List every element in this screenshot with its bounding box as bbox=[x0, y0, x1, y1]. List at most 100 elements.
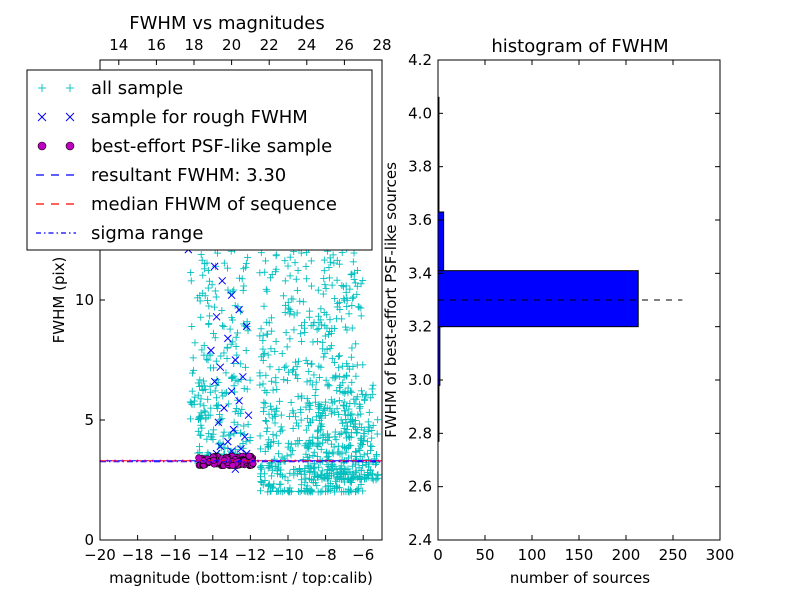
all-sample-point bbox=[272, 268, 280, 276]
sequence-median-point bbox=[264, 459, 267, 462]
all-sample-point bbox=[266, 363, 274, 371]
all-sample-point bbox=[294, 267, 302, 275]
rough-fwhm-point bbox=[237, 444, 245, 453]
sequence-median-point bbox=[211, 459, 214, 462]
all-sample-point bbox=[266, 402, 274, 410]
y-tick-label: 2.4 bbox=[408, 531, 432, 549]
top-x-tick-label: 28 bbox=[372, 36, 391, 54]
all-sample-point bbox=[341, 407, 349, 415]
all-sample-point bbox=[305, 453, 313, 461]
all-sample-point bbox=[349, 293, 357, 301]
all-sample-point bbox=[225, 431, 233, 439]
y-tick-label: 3.4 bbox=[408, 264, 432, 282]
all-sample-point bbox=[372, 452, 380, 460]
all-sample-point bbox=[325, 449, 333, 457]
all-sample-point bbox=[287, 398, 295, 406]
all-sample-point bbox=[340, 296, 348, 304]
all-sample-point bbox=[350, 420, 358, 428]
all-sample-point bbox=[292, 275, 300, 283]
all-sample-point bbox=[343, 360, 351, 368]
all-sample-point bbox=[325, 264, 333, 272]
all-sample-point bbox=[334, 300, 342, 308]
all-sample-point bbox=[342, 448, 350, 456]
all-sample-point bbox=[286, 445, 294, 453]
all-sample-point bbox=[264, 488, 272, 496]
x-tick-label: 0 bbox=[433, 546, 443, 564]
all-sample-point bbox=[263, 318, 271, 326]
all-sample-point bbox=[364, 418, 372, 426]
all-sample-point bbox=[353, 429, 361, 437]
all-sample-point bbox=[262, 371, 270, 379]
all-sample-point bbox=[348, 378, 356, 386]
all-sample-point bbox=[321, 332, 329, 340]
all-sample-point bbox=[277, 423, 285, 431]
sequence-median-point bbox=[331, 459, 335, 462]
all-sample-point bbox=[323, 469, 331, 477]
all-sample-point bbox=[289, 409, 297, 417]
y-tick-label: 5 bbox=[84, 411, 94, 429]
all-sample-point bbox=[257, 470, 265, 478]
all-sample-point bbox=[307, 486, 315, 494]
all-sample-point bbox=[342, 323, 350, 331]
all-sample-point bbox=[206, 411, 214, 419]
all-sample-point bbox=[187, 269, 195, 277]
sequence-median-point bbox=[377, 459, 380, 462]
all-sample-point bbox=[348, 302, 356, 310]
legend-label: resultant FWHM: 3.30 bbox=[91, 165, 286, 186]
all-sample-point bbox=[278, 426, 286, 434]
fwhm-vs-magnitudes-panel: −20 −18 −16 −14 −12 −10 −8 −6 14 16 18 20 22 24 26 28 0 5… bbox=[26, 13, 392, 587]
all-sample-point bbox=[194, 294, 202, 302]
all-sample-point bbox=[272, 432, 280, 440]
all-sample-point bbox=[307, 257, 315, 265]
all-sample-point bbox=[308, 381, 316, 389]
all-sample-point bbox=[360, 451, 368, 459]
top-x-tick-label: 20 bbox=[222, 36, 241, 54]
all-sample-point bbox=[274, 450, 282, 458]
all-sample-point bbox=[293, 363, 301, 371]
all-sample-point bbox=[260, 404, 268, 412]
all-sample-point bbox=[201, 292, 209, 300]
all-sample-point bbox=[209, 426, 217, 434]
all-sample-point bbox=[272, 379, 280, 387]
all-sample-point bbox=[194, 415, 202, 423]
all-sample-point bbox=[196, 414, 204, 422]
all-sample-point bbox=[368, 426, 376, 434]
all-sample-point bbox=[284, 439, 292, 447]
rough-fwhm-point bbox=[210, 262, 219, 271]
all-sample-point bbox=[305, 367, 313, 375]
all-sample-point bbox=[353, 428, 361, 436]
all-sample-point bbox=[259, 408, 267, 416]
all-sample-point bbox=[189, 354, 197, 362]
all-sample-point bbox=[290, 471, 298, 479]
all-sample-point bbox=[357, 410, 365, 418]
all-sample-point bbox=[279, 488, 287, 496]
all-sample-point bbox=[223, 355, 231, 363]
all-sample-point bbox=[260, 302, 268, 310]
all-sample-point bbox=[289, 365, 297, 373]
all-sample-point bbox=[198, 256, 206, 264]
all-sample-point bbox=[224, 264, 232, 272]
all-sample-point bbox=[306, 377, 314, 385]
all-sample-point bbox=[200, 351, 208, 359]
all-sample-point bbox=[298, 392, 306, 400]
all-sample-point bbox=[324, 453, 332, 461]
all-sample-point bbox=[342, 371, 350, 379]
all-sample-point bbox=[219, 432, 227, 440]
all-sample-point bbox=[360, 471, 368, 479]
all-sample-point bbox=[206, 312, 214, 320]
all-sample-point bbox=[263, 389, 271, 397]
all-sample-point bbox=[309, 452, 317, 460]
all-sample-point bbox=[326, 254, 334, 262]
all-sample-point bbox=[350, 249, 358, 257]
legend-entries: all sample sample for rough FWHM best-effo… bbox=[36, 78, 337, 244]
all-sample-point bbox=[188, 387, 196, 395]
legend-marker bbox=[38, 84, 46, 92]
rough-fwhm-point bbox=[216, 442, 225, 451]
all-sample-point bbox=[332, 373, 340, 381]
all-sample-point bbox=[325, 382, 333, 390]
all-sample-point bbox=[211, 387, 219, 395]
all-sample-point bbox=[232, 333, 240, 341]
all-sample-point bbox=[342, 288, 350, 296]
legend-entry: median FHWM of sequence bbox=[36, 194, 337, 215]
